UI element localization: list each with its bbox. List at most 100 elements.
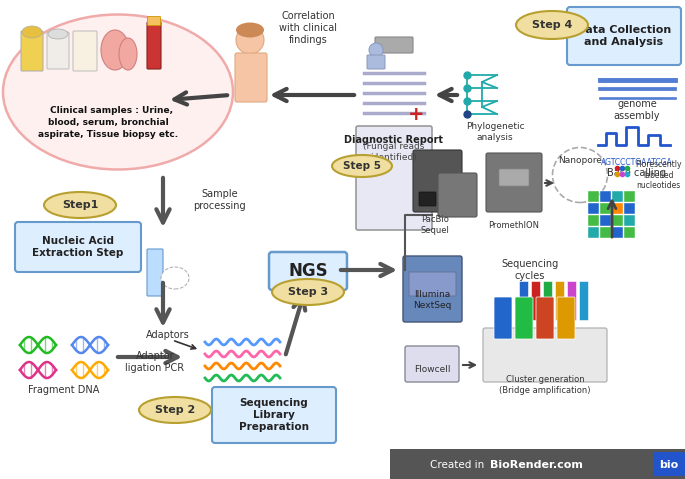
Text: Adaptors: Adaptors bbox=[146, 330, 190, 340]
Text: Step1: Step1 bbox=[62, 200, 98, 210]
Bar bbox=[624, 191, 635, 202]
Ellipse shape bbox=[101, 30, 129, 70]
FancyBboxPatch shape bbox=[557, 297, 575, 339]
FancyBboxPatch shape bbox=[567, 7, 681, 65]
FancyBboxPatch shape bbox=[515, 297, 533, 339]
Text: BioRender.com: BioRender.com bbox=[490, 460, 583, 470]
Ellipse shape bbox=[48, 29, 68, 39]
Bar bbox=[624, 203, 635, 214]
Bar bbox=[612, 227, 623, 238]
FancyBboxPatch shape bbox=[536, 297, 554, 339]
Bar bbox=[612, 215, 623, 226]
FancyBboxPatch shape bbox=[486, 153, 542, 212]
FancyBboxPatch shape bbox=[47, 32, 69, 69]
Ellipse shape bbox=[22, 26, 42, 38]
FancyBboxPatch shape bbox=[235, 53, 267, 102]
Text: genome
assembly: genome assembly bbox=[614, 99, 660, 121]
Text: NGS: NGS bbox=[288, 262, 328, 280]
Bar bbox=[588, 215, 599, 226]
FancyBboxPatch shape bbox=[21, 31, 43, 71]
Text: Step 5: Step 5 bbox=[343, 161, 381, 171]
Ellipse shape bbox=[272, 279, 344, 305]
Bar bbox=[612, 191, 623, 202]
FancyBboxPatch shape bbox=[419, 192, 436, 206]
FancyBboxPatch shape bbox=[567, 282, 577, 320]
Text: (Fungal reads
identified): (Fungal reads identified) bbox=[363, 142, 425, 162]
FancyBboxPatch shape bbox=[356, 126, 432, 230]
Text: Clinical samples : Urine,: Clinical samples : Urine, bbox=[51, 105, 173, 114]
Text: Phylogenetic
analysis: Phylogenetic analysis bbox=[466, 122, 524, 142]
Text: Adaptor
ligation PCR: Adaptor ligation PCR bbox=[125, 351, 184, 373]
FancyBboxPatch shape bbox=[413, 150, 462, 212]
Bar bbox=[588, 203, 599, 214]
FancyBboxPatch shape bbox=[556, 282, 564, 320]
Ellipse shape bbox=[516, 11, 588, 39]
Text: Base calling: Base calling bbox=[608, 168, 667, 178]
Bar bbox=[600, 215, 611, 226]
Text: Nucleic Acid
Extraction Step: Nucleic Acid Extraction Step bbox=[32, 236, 124, 258]
FancyBboxPatch shape bbox=[367, 55, 385, 69]
FancyBboxPatch shape bbox=[409, 272, 456, 296]
Bar bbox=[624, 227, 635, 238]
FancyBboxPatch shape bbox=[494, 297, 512, 339]
Bar bbox=[600, 227, 611, 238]
FancyBboxPatch shape bbox=[269, 252, 347, 290]
Text: PacBio
Sequel: PacBio Sequel bbox=[421, 215, 449, 235]
Bar bbox=[588, 191, 599, 202]
FancyBboxPatch shape bbox=[532, 282, 540, 320]
Text: Created in: Created in bbox=[430, 460, 488, 470]
Text: PromethION: PromethION bbox=[488, 220, 540, 229]
Ellipse shape bbox=[139, 397, 211, 423]
Bar bbox=[588, 227, 599, 238]
Text: Nanopore: Nanopore bbox=[558, 156, 602, 164]
FancyBboxPatch shape bbox=[438, 173, 477, 217]
FancyBboxPatch shape bbox=[483, 328, 607, 382]
FancyBboxPatch shape bbox=[403, 256, 462, 322]
Text: bio: bio bbox=[660, 460, 679, 470]
Text: Step 3: Step 3 bbox=[288, 287, 328, 297]
Ellipse shape bbox=[553, 148, 608, 203]
FancyBboxPatch shape bbox=[375, 37, 413, 53]
Ellipse shape bbox=[236, 23, 264, 37]
Text: Illumina
NextSeq: Illumina NextSeq bbox=[413, 290, 451, 310]
FancyBboxPatch shape bbox=[580, 282, 588, 320]
Text: Sequencing
cycles: Sequencing cycles bbox=[501, 259, 559, 281]
Bar bbox=[600, 191, 611, 202]
Bar bbox=[390, 449, 685, 479]
Bar bbox=[600, 203, 611, 214]
FancyBboxPatch shape bbox=[405, 346, 459, 382]
Text: Data Collection
and Analysis: Data Collection and Analysis bbox=[576, 25, 671, 47]
Text: Cluster generation
(Bridge amplification): Cluster generation (Bridge amplification… bbox=[499, 376, 590, 395]
Text: Step 4: Step 4 bbox=[532, 20, 572, 30]
Text: +: + bbox=[408, 104, 424, 124]
FancyBboxPatch shape bbox=[15, 222, 141, 272]
Bar bbox=[612, 203, 623, 214]
FancyBboxPatch shape bbox=[73, 31, 97, 71]
Text: Sample
processing: Sample processing bbox=[193, 189, 246, 211]
Text: Fragment DNA: Fragment DNA bbox=[28, 385, 100, 395]
Text: Sequencing
Library
Preparation: Sequencing Library Preparation bbox=[239, 399, 309, 432]
Text: blood, serum, bronchial: blood, serum, bronchial bbox=[48, 117, 169, 126]
FancyBboxPatch shape bbox=[519, 282, 529, 320]
Bar bbox=[624, 215, 635, 226]
FancyBboxPatch shape bbox=[543, 282, 553, 320]
Circle shape bbox=[369, 43, 383, 57]
Text: AGTCCCTGAATCGA: AGTCCCTGAATCGA bbox=[601, 158, 673, 167]
Ellipse shape bbox=[161, 267, 189, 289]
Text: aspirate, Tissue biopsy etc.: aspirate, Tissue biopsy etc. bbox=[38, 129, 178, 138]
Text: Step 2: Step 2 bbox=[155, 405, 195, 415]
Ellipse shape bbox=[3, 14, 233, 170]
Text: Correlation
with clinical
findings: Correlation with clinical findings bbox=[279, 11, 337, 45]
Text: Diagnostic Report: Diagnostic Report bbox=[345, 135, 443, 145]
FancyBboxPatch shape bbox=[147, 22, 161, 69]
FancyBboxPatch shape bbox=[147, 16, 160, 25]
FancyBboxPatch shape bbox=[653, 452, 685, 476]
Ellipse shape bbox=[119, 38, 137, 70]
Ellipse shape bbox=[44, 192, 116, 218]
FancyBboxPatch shape bbox=[212, 387, 336, 443]
Ellipse shape bbox=[332, 155, 392, 177]
FancyBboxPatch shape bbox=[499, 169, 529, 186]
Circle shape bbox=[236, 26, 264, 54]
Text: Florescently
labelled
nucleotides: Florescently labelled nucleotides bbox=[635, 160, 682, 190]
FancyBboxPatch shape bbox=[147, 249, 163, 296]
